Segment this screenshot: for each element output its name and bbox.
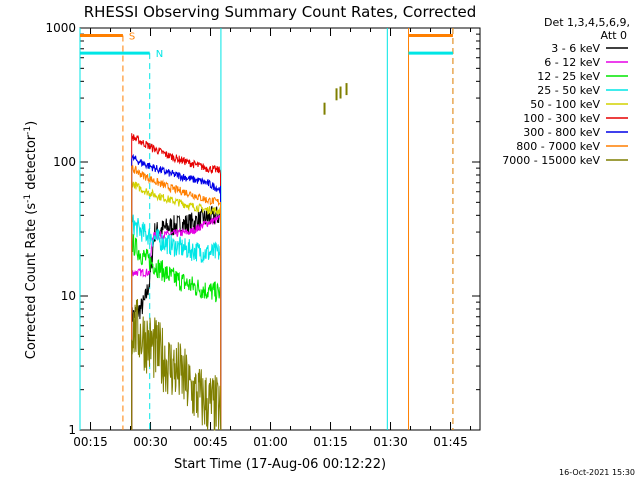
series-line xyxy=(131,165,222,431)
series-line xyxy=(131,233,222,431)
legend-label: 25 - 50 keV xyxy=(537,84,600,97)
x-tick-label: 01:15 xyxy=(313,435,348,449)
footer-timestamp: 16-Oct-2021 15:30 xyxy=(559,468,635,477)
y-axis-label: Corrected Count Rate (s-1 detector-1) xyxy=(23,121,39,359)
legend-label: 3 - 6 keV xyxy=(551,42,600,55)
series-line xyxy=(131,133,222,431)
overlay-lines: SN xyxy=(79,28,454,430)
legend-label: 100 - 300 keV xyxy=(523,112,600,125)
x-tick-label: 00:30 xyxy=(133,435,168,449)
legend-label: 800 - 7000 keV xyxy=(516,140,600,153)
legend-header-line-1: Det 1,3,4,5,6,9, xyxy=(544,16,630,29)
x-tick-label: 00:45 xyxy=(193,435,228,449)
legend-label: 6 - 12 keV xyxy=(544,56,600,69)
axis-ticks: 00:15 00:30 00:45 01:00 01:15 01:30 01:45 1 10 10… xyxy=(45,21,480,449)
series-line xyxy=(131,180,222,431)
series-line xyxy=(131,153,222,431)
y-tick-label: 100 xyxy=(53,155,76,169)
series-line xyxy=(131,214,222,431)
marker-label: N xyxy=(156,49,163,60)
y-tick-label: 10 xyxy=(61,289,76,303)
series-line xyxy=(131,214,222,431)
legend-header-line-2: Att 0 xyxy=(601,29,627,42)
x-tick-label: 01:00 xyxy=(253,435,288,449)
legend-label: 12 - 25 keV xyxy=(537,70,600,83)
legend-label: 7000 - 15000 keV xyxy=(502,154,600,167)
x-tick-label: 01:45 xyxy=(433,435,468,449)
x-axis-label: Start Time (17-Aug-06 00:12:22) xyxy=(174,457,386,472)
series-line xyxy=(131,205,222,431)
x-tick-label: 01:30 xyxy=(373,435,408,449)
x-tick-label: 00:15 xyxy=(73,435,108,449)
series-group xyxy=(131,83,348,431)
y-tick-label: 1000 xyxy=(45,21,76,35)
y-tick-label: 1 xyxy=(68,423,76,437)
chart-title: RHESSI Observing Summary Count Rates, Co… xyxy=(84,3,477,21)
legend-label: 50 - 100 keV xyxy=(530,98,600,111)
marker-label: S xyxy=(129,31,135,42)
legend-label: 300 - 800 keV xyxy=(523,126,600,139)
series-line xyxy=(131,299,222,431)
